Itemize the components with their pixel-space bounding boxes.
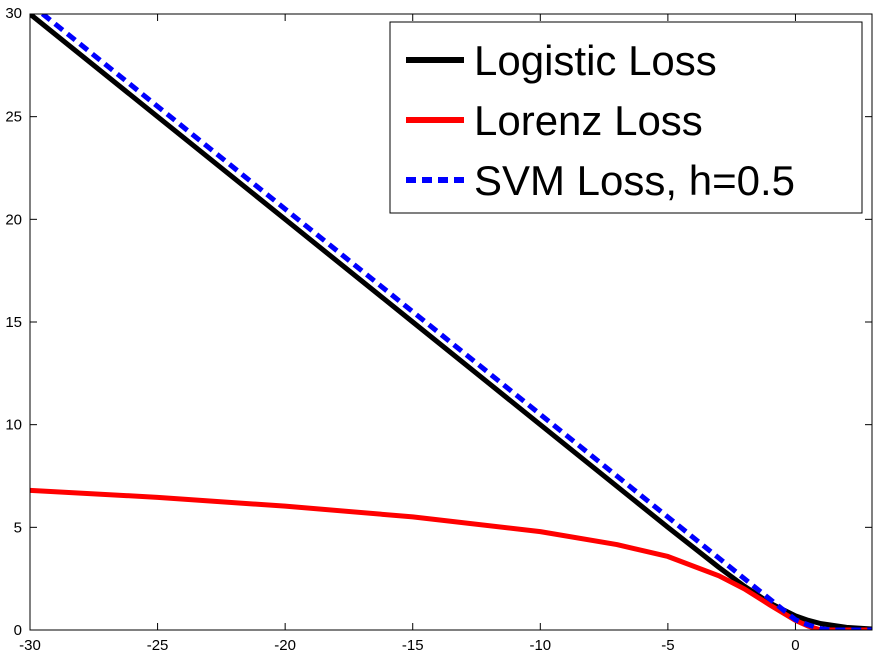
series-line-1 — [30, 487, 872, 630]
x-tick-label: -10 — [529, 637, 551, 654]
y-tick-label: 5 — [14, 519, 22, 536]
y-tick-label: 15 — [5, 314, 22, 331]
legend-label-0: Logistic Loss — [474, 37, 717, 84]
legend-box — [389, 21, 863, 214]
x-tick-label: -30 — [19, 637, 41, 654]
x-tick-label: -5 — [661, 637, 674, 654]
legend-label-1: Lorenz Loss — [474, 97, 703, 144]
x-tick-label: -25 — [147, 637, 169, 654]
x-tick-label: -15 — [402, 637, 424, 654]
legend: Logistic Loss Lorenz Loss SVM Loss, h=0.5 — [389, 21, 863, 214]
x-tick-label: 0 — [791, 637, 799, 654]
legend-label-2: SVM Loss, h=0.5 — [474, 157, 795, 204]
y-tick-label: 25 — [5, 109, 22, 126]
series-layer — [30, 14, 872, 630]
y-tick-label: 30 — [5, 5, 22, 22]
y-tick-label: 10 — [5, 417, 22, 434]
series-line-0 — [30, 14, 872, 630]
axes: -30 -25 -20 -15 -10 -5 0 0 5 10 15 20 25 30 — [5, 5, 873, 654]
x-tick-label: -20 — [274, 637, 296, 654]
y-tick-label: 20 — [5, 211, 22, 228]
y-tick-label: 0 — [14, 622, 22, 639]
series-line-2 — [38, 14, 872, 630]
